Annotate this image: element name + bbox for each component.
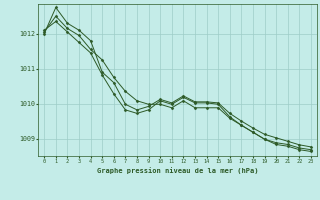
X-axis label: Graphe pression niveau de la mer (hPa): Graphe pression niveau de la mer (hPa) xyxy=(97,167,258,174)
